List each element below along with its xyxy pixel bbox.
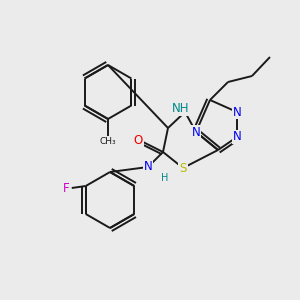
Text: CH₃: CH₃ bbox=[100, 136, 116, 146]
Text: N: N bbox=[232, 106, 242, 118]
Text: N: N bbox=[232, 130, 242, 143]
Text: F: F bbox=[62, 182, 69, 194]
Text: N: N bbox=[192, 125, 200, 139]
Text: S: S bbox=[179, 161, 187, 175]
Text: N: N bbox=[144, 160, 152, 173]
Text: O: O bbox=[134, 134, 142, 146]
Text: NH: NH bbox=[172, 103, 190, 116]
Text: H: H bbox=[161, 173, 169, 183]
